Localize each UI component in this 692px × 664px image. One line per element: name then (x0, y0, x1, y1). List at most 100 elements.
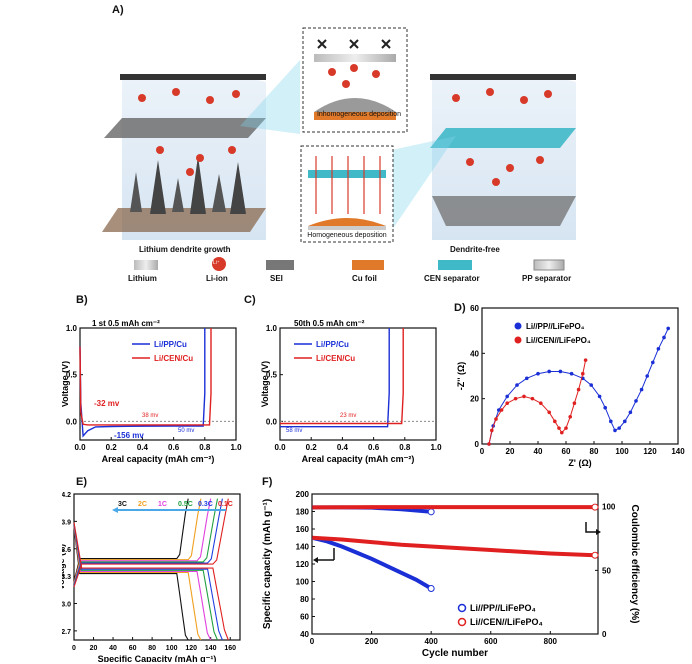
end-marker (427, 585, 435, 592)
end-marker (591, 551, 599, 559)
charge-curve-0.3C (73, 498, 223, 586)
x-tick-label: 0 (480, 447, 485, 456)
panel-label-d: D) (454, 302, 466, 314)
series-line-0 (488, 328, 669, 445)
data-point (634, 399, 638, 403)
data-point (560, 430, 564, 435)
data-point (628, 410, 633, 415)
right-cell-box (430, 74, 576, 240)
plot-frame (73, 493, 241, 641)
plot-frame (279, 327, 437, 441)
x-tick-label: 0.2 (306, 443, 318, 452)
y-tick-label: 140 (296, 543, 310, 552)
x-axis-label: Areal capacity (mAh cm⁻²) (102, 454, 215, 464)
pp-separator-icon (533, 259, 565, 271)
charge-curve-2C (73, 498, 202, 583)
y-tick-label: 3.3 (62, 574, 71, 581)
plot-frame (481, 307, 679, 445)
x-axis-label: Specific Capacity (mAh g⁻¹) (98, 654, 217, 662)
annotation: 38 mv (142, 413, 158, 419)
y-tick-label: 20 (470, 395, 479, 404)
lithium-icon (134, 260, 158, 270)
chart-f-cycling: 0 200 400 600 800 40 60 80 100 120 140 160 180 200 Cyc… (262, 490, 640, 659)
x-tick-label: 60 (562, 447, 571, 456)
data-point (623, 419, 627, 424)
series-pp-line (280, 328, 390, 428)
right-ions (452, 88, 552, 186)
chart-title: 1 st 0.5 mAh cm⁻² (92, 319, 160, 328)
rate-label: 0.5C (178, 501, 193, 508)
data-point (522, 394, 526, 399)
x-tick-label: 0.8 (399, 443, 411, 452)
data-point (656, 347, 661, 351)
data-point (613, 428, 617, 433)
li-ion-icon (212, 257, 226, 271)
x-tick-label: 40 (534, 447, 543, 456)
pointer-arrow-left (318, 548, 335, 561)
y-tick-label: 200 (296, 490, 310, 499)
legend-marker-1 (514, 336, 522, 344)
data-point (558, 369, 563, 374)
data-point (609, 419, 613, 424)
discharge-curve-3C (73, 527, 189, 641)
y-tick-label: 60 (300, 613, 309, 622)
y-tick-label: 0.5 (66, 371, 78, 380)
data-point (530, 396, 535, 401)
y2-axis-label: Coulombic efficiency (%) (629, 505, 640, 624)
data-point (564, 426, 568, 430)
data-point (499, 408, 504, 412)
data-point (589, 383, 593, 387)
y2-tick-label: 0 (602, 630, 607, 639)
sei-icon (266, 260, 294, 270)
data-point (515, 383, 519, 387)
x-tick-label: 0.0 (274, 443, 286, 452)
legend-lithium: Lithium (128, 274, 157, 283)
data-point (662, 335, 666, 340)
charge-curve-0.1C (73, 498, 229, 588)
x-tick-label: 600 (484, 637, 498, 646)
legend-pp-separator: PP separator (522, 274, 572, 283)
data-point (539, 401, 543, 405)
data-point (651, 360, 655, 365)
chart-title: 50th 0.5 mAh cm⁻² (294, 319, 365, 328)
chart-d-impedance: 0 20 40 60 80 100 120 140 0 20 40 60 Z' (Ω) -Z'' (Ω) L… (456, 304, 685, 468)
annotation: -156 mv (114, 431, 144, 440)
inset-inhomogeneous (302, 27, 408, 133)
legend-marker-1 (457, 617, 467, 627)
end-marker (427, 508, 435, 516)
end-marker (591, 503, 599, 511)
charge-curve-3C (73, 498, 189, 582)
legend-label-1: Li//CEN//LiFePO₄ (526, 336, 591, 345)
x-tick-label: 160 (224, 645, 236, 652)
x-tick-label: 100 (166, 645, 178, 652)
x-tick-label: 20 (506, 447, 515, 456)
data-point (645, 374, 649, 378)
y2-tick-label: 50 (602, 566, 611, 575)
data-point (603, 405, 607, 410)
data-point (568, 415, 572, 419)
x-tick-label: 1.0 (230, 443, 242, 452)
left-ions (138, 88, 240, 176)
cu-foil-icon (352, 260, 384, 270)
panel-label-b: B) (76, 294, 88, 306)
y-axis-label: Voltage (V) (62, 361, 70, 407)
y-tick-label: 3.6 (62, 547, 71, 554)
data-point (583, 358, 588, 362)
discharge-curve-1C (73, 525, 212, 641)
y-tick-label: 180 (296, 508, 310, 517)
left-cell-box (102, 74, 266, 240)
data-point (581, 371, 585, 376)
inset-mid-caption: Homogeneous deposition (307, 232, 387, 239)
x-axis-label: Areal capacity (mAh cm⁻²) (302, 454, 415, 464)
right-caption: Dendrite-free (450, 245, 500, 254)
legend-marker-0 (514, 322, 522, 330)
y-tick-label: 60 (470, 304, 479, 313)
data-point (572, 401, 577, 405)
x-tick-label: 120 (185, 645, 197, 652)
series-pp-line (79, 328, 206, 438)
y2-tick-label: 100 (602, 503, 616, 512)
schematic-illustration (102, 27, 576, 271)
data-point (597, 394, 602, 399)
legend-icons (134, 257, 565, 271)
x-tick-label: 140 (205, 645, 217, 652)
